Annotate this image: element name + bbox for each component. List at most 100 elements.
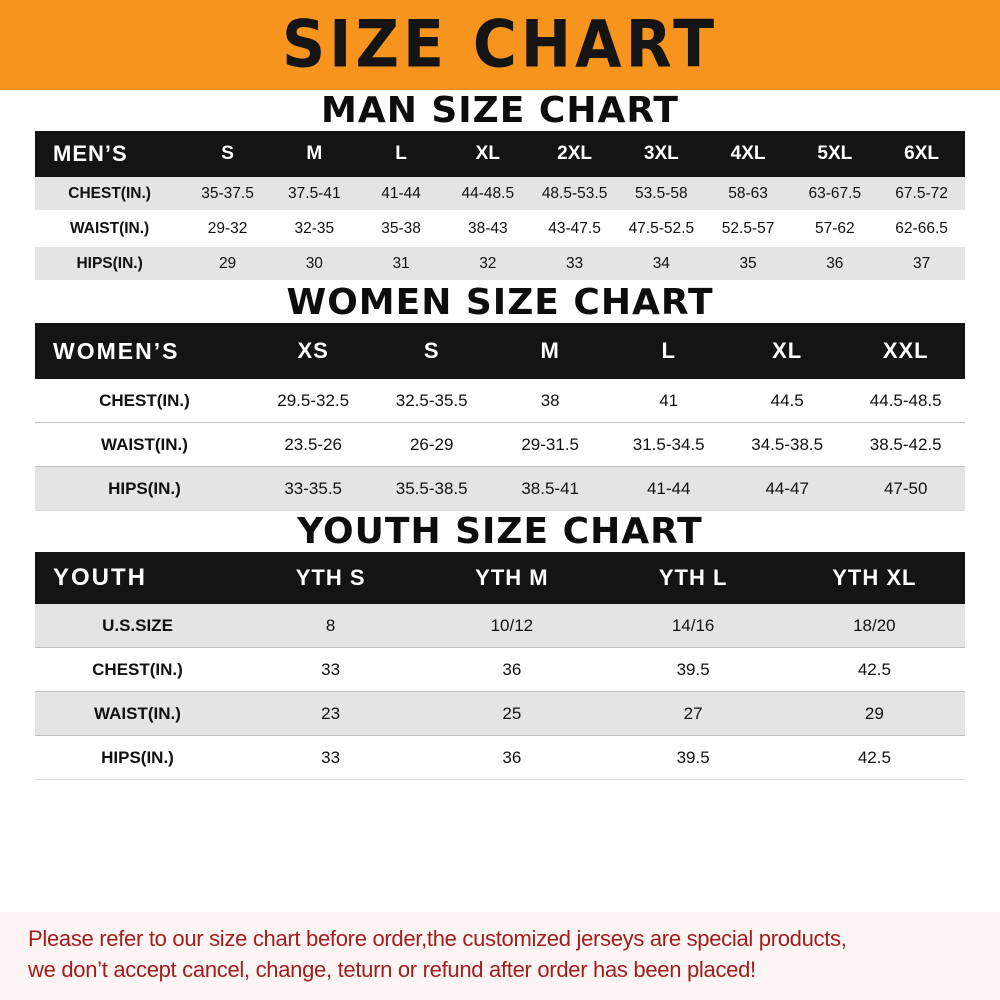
size-value: 47-50 [883,478,928,498]
size-value: 14/16 [671,615,715,635]
size-value: 32 [479,254,497,272]
size-value: 37 [912,254,931,272]
size-value: 38 [540,390,560,410]
size-value: 10/12 [490,615,534,635]
disclaimer-line-2: we don’t accept cancel, change, teturn o… [28,957,756,983]
size-value: 23 [321,703,341,723]
size-value: 29-31.5 [521,434,580,454]
size-value: 36 [502,747,522,767]
table-row: U.S.SIZE 8 10/12 14/16 18/20 [35,604,965,648]
disclaimer-line-1: Please refer to our size chart before or… [28,926,847,952]
table-row: HIPS(IN.) 33 36 39.5 42.5 [35,735,965,780]
size-value: 25 [502,703,522,723]
size-value: 26-29 [409,434,454,454]
size-value: 67.5-72 [895,184,948,202]
table-header-row: WOMEN’S XS S M L XL XXL [35,323,965,379]
size-column-header: YTH XL [783,552,965,604]
size-value: 31 [392,254,410,272]
youth-size-table: YOUTH YTH S YTH M YTH L YTH XL U.S.SIZE 8 10/12… [35,552,965,780]
row-label: CHEST(IN.) [99,390,190,410]
banner: SIZE CHART [0,0,1000,90]
table-header-row: YOUTH YTH S YTH M YTH L YTH XL [35,552,965,604]
size-value: 38-43 [467,219,508,237]
size-value: 44.5 [770,390,804,410]
row-label: U.S.SIZE [102,615,173,635]
size-value: 35-38 [381,219,421,237]
row-label: HIPS(IN.) [108,478,181,498]
size-value: 44.5-48.5 [869,390,942,410]
size-value: 39.5 [676,747,710,767]
size-value: 29.5-32.5 [277,390,350,410]
size-value: 62-66.5 [895,219,948,237]
women-size-table: WOMEN’S XS S M L XL XXL CHEST(IN.) 29.5-32.5 32.5… [35,323,965,511]
youth-section: YOUTH SIZE CHART YOUTH YTH S YTH M YTH L YTH… [0,511,1000,780]
men-section: MAN SIZE CHART MEN’S S M L XL 2XL 3XL 4XL 5XL 6XL… [0,90,1000,282]
size-column-header: M [270,131,358,177]
size-column-header: 3XL [617,131,705,177]
row-label: CHEST(IN.) [68,184,151,202]
size-value: 36 [826,254,844,272]
size-value: 41-44 [646,478,691,498]
table-row: CHEST(IN.) 35-37.5 37.5-41 41-44 44-48.5 48.5… [35,177,965,211]
size-column-header: YTH L [602,552,784,604]
size-value: 34.5-38.5 [751,434,824,454]
size-value: 29 [864,703,884,723]
size-column-header: M [490,323,610,379]
size-value: 33-35.5 [284,478,343,498]
size-value: 39.5 [676,659,710,679]
table-row: WAIST(IN.) 23 25 27 29 [35,691,965,736]
size-value: 48.5-53.5 [541,184,608,202]
size-value: 35 [739,254,757,272]
row-label: CHEST(IN.) [92,659,183,679]
men-section-heading: MAN SIZE CHART [321,90,679,131]
table-row: WAIST(IN.) 23.5-26 26-29 29-31.5 31.5-34.5 34… [35,422,965,467]
size-value: 57-62 [814,219,855,237]
size-value: 18/20 [853,615,896,635]
size-column-header: 5XL [791,131,879,177]
size-column-header: 4XL [704,131,792,177]
table-row: CHEST(IN.) 29.5-32.5 32.5-35.5 38 41 44.5 44.5… [35,379,965,423]
size-value: 8 [325,615,336,635]
size-value: 33 [565,254,584,272]
table-corner-label: MEN’S [35,131,185,177]
size-column-header: S [372,323,491,379]
row-label: WAIST(IN.) [94,703,181,723]
men-size-table: MEN’S S M L XL 2XL 3XL 4XL 5XL 6XL CHEST(IN.) 35-37… [35,131,965,282]
size-value: 44-48.5 [461,184,515,202]
size-column-header: XS [253,323,373,379]
row-label: WAIST(IN.) [101,434,188,454]
size-column-header: XL [727,323,847,379]
size-column-header: 6XL [878,131,965,177]
table-row: CHEST(IN.) 33 36 39.5 42.5 [35,647,965,692]
size-value: 33 [321,747,341,767]
size-value: 41 [659,390,679,410]
size-value: 35-37.5 [201,184,254,202]
disclaimer: Please refer to our size chart before or… [0,912,1000,1000]
size-column-header: S [184,131,271,177]
size-column-header: XXL [846,323,965,379]
size-column-header: L [357,131,445,177]
size-value: 42.5 [857,659,891,679]
row-label: HIPS(IN.) [101,747,174,767]
size-value: 35.5-38.5 [395,478,468,498]
size-column-header: 2XL [531,131,618,177]
youth-section-heading: YOUTH SIZE CHART [297,511,703,552]
size-value: 32-35 [294,219,335,237]
size-value: 29-32 [207,219,248,237]
size-value: 33 [321,659,341,679]
size-value: 43-47.5 [548,219,601,237]
size-value: 37.5-41 [288,184,341,202]
size-value: 29 [218,254,237,272]
table-row: HIPS(IN.) 33-35.5 35.5-38.5 38.5-41 41-44 44-… [35,466,965,511]
size-value: 53.5-58 [635,184,688,202]
size-value: 58-63 [728,184,768,202]
size-value: 47.5-52.5 [628,219,695,237]
table-row: WAIST(IN.) 29-32 32-35 35-38 38-43 43-47.5 47.… [35,211,965,246]
table-corner-label: YOUTH [35,552,240,604]
women-section: WOMEN SIZE CHART WOMEN’S XS S M L XL XXL CHEST(… [0,282,1000,511]
size-value: 34 [652,254,670,272]
size-value: 31.5-34.5 [632,434,705,454]
size-value: 44-47 [765,478,809,498]
size-value: 52.5-57 [721,219,775,237]
table-corner-label: WOMEN’S [35,323,254,379]
